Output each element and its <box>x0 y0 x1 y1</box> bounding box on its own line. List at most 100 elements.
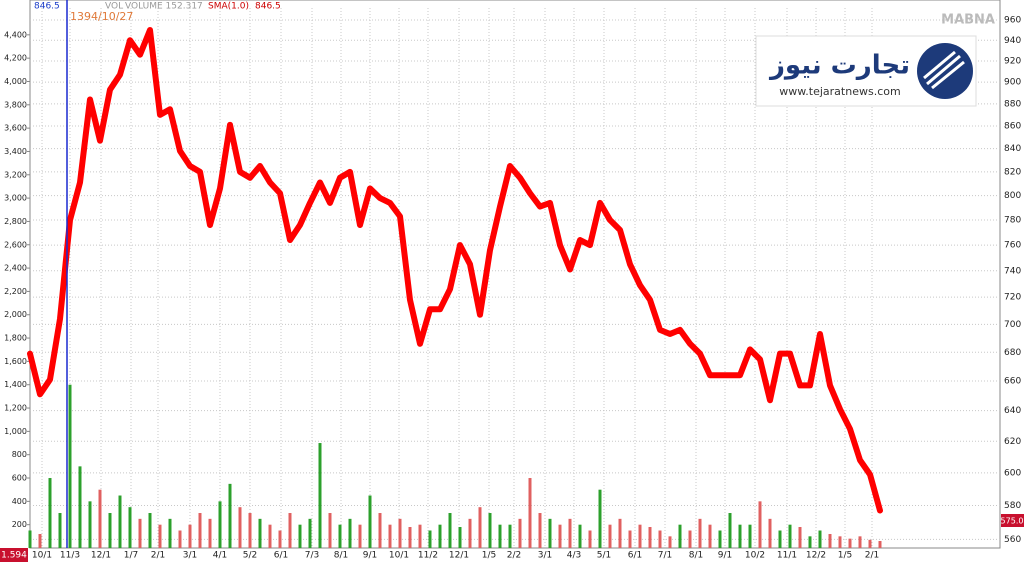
y2-tick-label: 900 <box>1004 78 1021 88</box>
y-tick-label: 3,800 <box>4 100 27 109</box>
volume-bar <box>758 501 762 548</box>
price-line <box>27 27 883 514</box>
y-tick-label: 3,600 <box>4 124 27 133</box>
y-tick-label: 2,800 <box>4 217 27 226</box>
y2-tick-label: 940 <box>1004 36 1021 46</box>
volume-bar <box>38 534 42 548</box>
layer: 560 580 600 620 640 660 680 700 720 740 760 780 800 8… <box>4 0 1021 561</box>
left-badge-text: 1.594 <box>1 551 27 561</box>
volume-bar <box>308 518 312 548</box>
x-tick-label: 9/1 <box>718 551 732 561</box>
x-tick-label: 7/3 <box>305 551 319 561</box>
x-tick-label: 5/2 <box>243 551 257 561</box>
left-badge <box>0 548 28 562</box>
x-tick-label: 2/2 <box>507 551 521 561</box>
volume-bar <box>88 501 92 548</box>
volume-bar <box>458 527 462 548</box>
x-tick-label: 4/3 <box>567 551 581 561</box>
price-badge <box>1001 514 1024 527</box>
x-tick-label: 9/1 <box>363 551 377 561</box>
x-tick-label: 4/1 <box>213 551 227 561</box>
volume-bar <box>608 524 612 548</box>
x-tick-label: 1/7 <box>124 551 138 561</box>
volume-bar <box>848 538 852 548</box>
y2-tick-label: 840 <box>1004 144 1021 154</box>
volume-bar <box>268 524 272 548</box>
volume-bar <box>358 524 362 548</box>
volume-bar <box>698 518 702 548</box>
logo: تجارت نیوز www.tejaratnews.com <box>755 35 977 107</box>
x-tick-label: 10/1 <box>32 551 52 561</box>
header-vol: VOL <box>105 2 123 12</box>
y2-tick-label: 560 <box>1004 535 1021 545</box>
volume-bar <box>638 524 642 548</box>
volume-bar <box>488 513 492 548</box>
y-tick-label: 3,400 <box>4 147 27 156</box>
y-tick-label: 2,400 <box>4 264 27 273</box>
volume-bar <box>198 513 202 548</box>
volume-bar <box>378 513 382 548</box>
volume-bar <box>288 513 292 548</box>
x-tick-label: 11/1 <box>777 551 797 561</box>
volume-bar <box>338 524 342 548</box>
volume-bar <box>738 524 742 548</box>
volume-bar <box>578 524 582 548</box>
y-tick-label: 1,200 <box>4 404 27 413</box>
header-volume: VOLUME 152.317 <box>125 2 203 12</box>
volume-bar <box>878 541 882 548</box>
volume-bar <box>598 489 602 548</box>
volume-bar <box>128 507 132 548</box>
x-tick-label: 11/3 <box>60 551 80 561</box>
y-tick-label: 2,000 <box>4 310 27 319</box>
volume-bar <box>668 536 672 548</box>
volume-bar <box>708 524 712 548</box>
volume-bar <box>118 495 122 548</box>
y-tick-label: 1,000 <box>4 427 27 436</box>
y2-tick-label: 820 <box>1004 167 1021 177</box>
volume-bar <box>148 513 152 548</box>
volume-bar <box>108 513 112 548</box>
header-sma-value: 846.5 <box>255 2 281 12</box>
volume-bar <box>868 539 872 548</box>
volume-bar <box>858 536 862 548</box>
x-tick-label: 3/1 <box>183 551 197 561</box>
volume-bar <box>538 513 542 548</box>
volume-bar <box>788 524 792 548</box>
y-tick-label: 2,600 <box>4 240 27 249</box>
x-tick-label: 6/1 <box>628 551 642 561</box>
volume-bar <box>68 384 72 548</box>
x-tick-label: 10/2 <box>745 551 765 561</box>
volume-bar <box>808 536 812 548</box>
watermark: MABNA <box>941 13 995 28</box>
header-sma: SMA(1.0) <box>208 2 249 12</box>
volume-bar <box>178 530 182 548</box>
volume-bar <box>428 530 432 548</box>
volume-bar <box>388 524 392 548</box>
volume-bar <box>98 489 102 548</box>
volume-bar <box>748 524 752 548</box>
volume-bar <box>398 518 402 548</box>
cursor-label: 1394/10/27 <box>70 10 133 23</box>
volume-bar <box>58 513 62 548</box>
volume-bar <box>648 527 652 548</box>
y-tick-label: 400 <box>12 497 27 506</box>
volume-bar <box>248 513 252 548</box>
volume-bar <box>28 530 32 548</box>
volume-bar <box>468 518 472 548</box>
volume-bar <box>78 466 82 548</box>
x-tick-label: 12/2 <box>806 551 826 561</box>
x-tick-label: 8/1 <box>689 551 703 561</box>
volume-bar <box>478 507 482 548</box>
volume-bar <box>588 530 592 548</box>
x-tick-label: 3/1 <box>538 551 552 561</box>
volume-bar <box>158 524 162 548</box>
volume-bar <box>558 524 562 548</box>
volume-bar <box>718 530 722 548</box>
volume-bar <box>208 518 212 548</box>
y2-tick-label: 680 <box>1004 348 1021 358</box>
y-tick-label: 1,600 <box>4 357 27 366</box>
y-tick-label: 4,000 <box>4 77 27 86</box>
volume-bar <box>418 524 422 548</box>
price-badge-text: 575.0 <box>1001 517 1024 526</box>
